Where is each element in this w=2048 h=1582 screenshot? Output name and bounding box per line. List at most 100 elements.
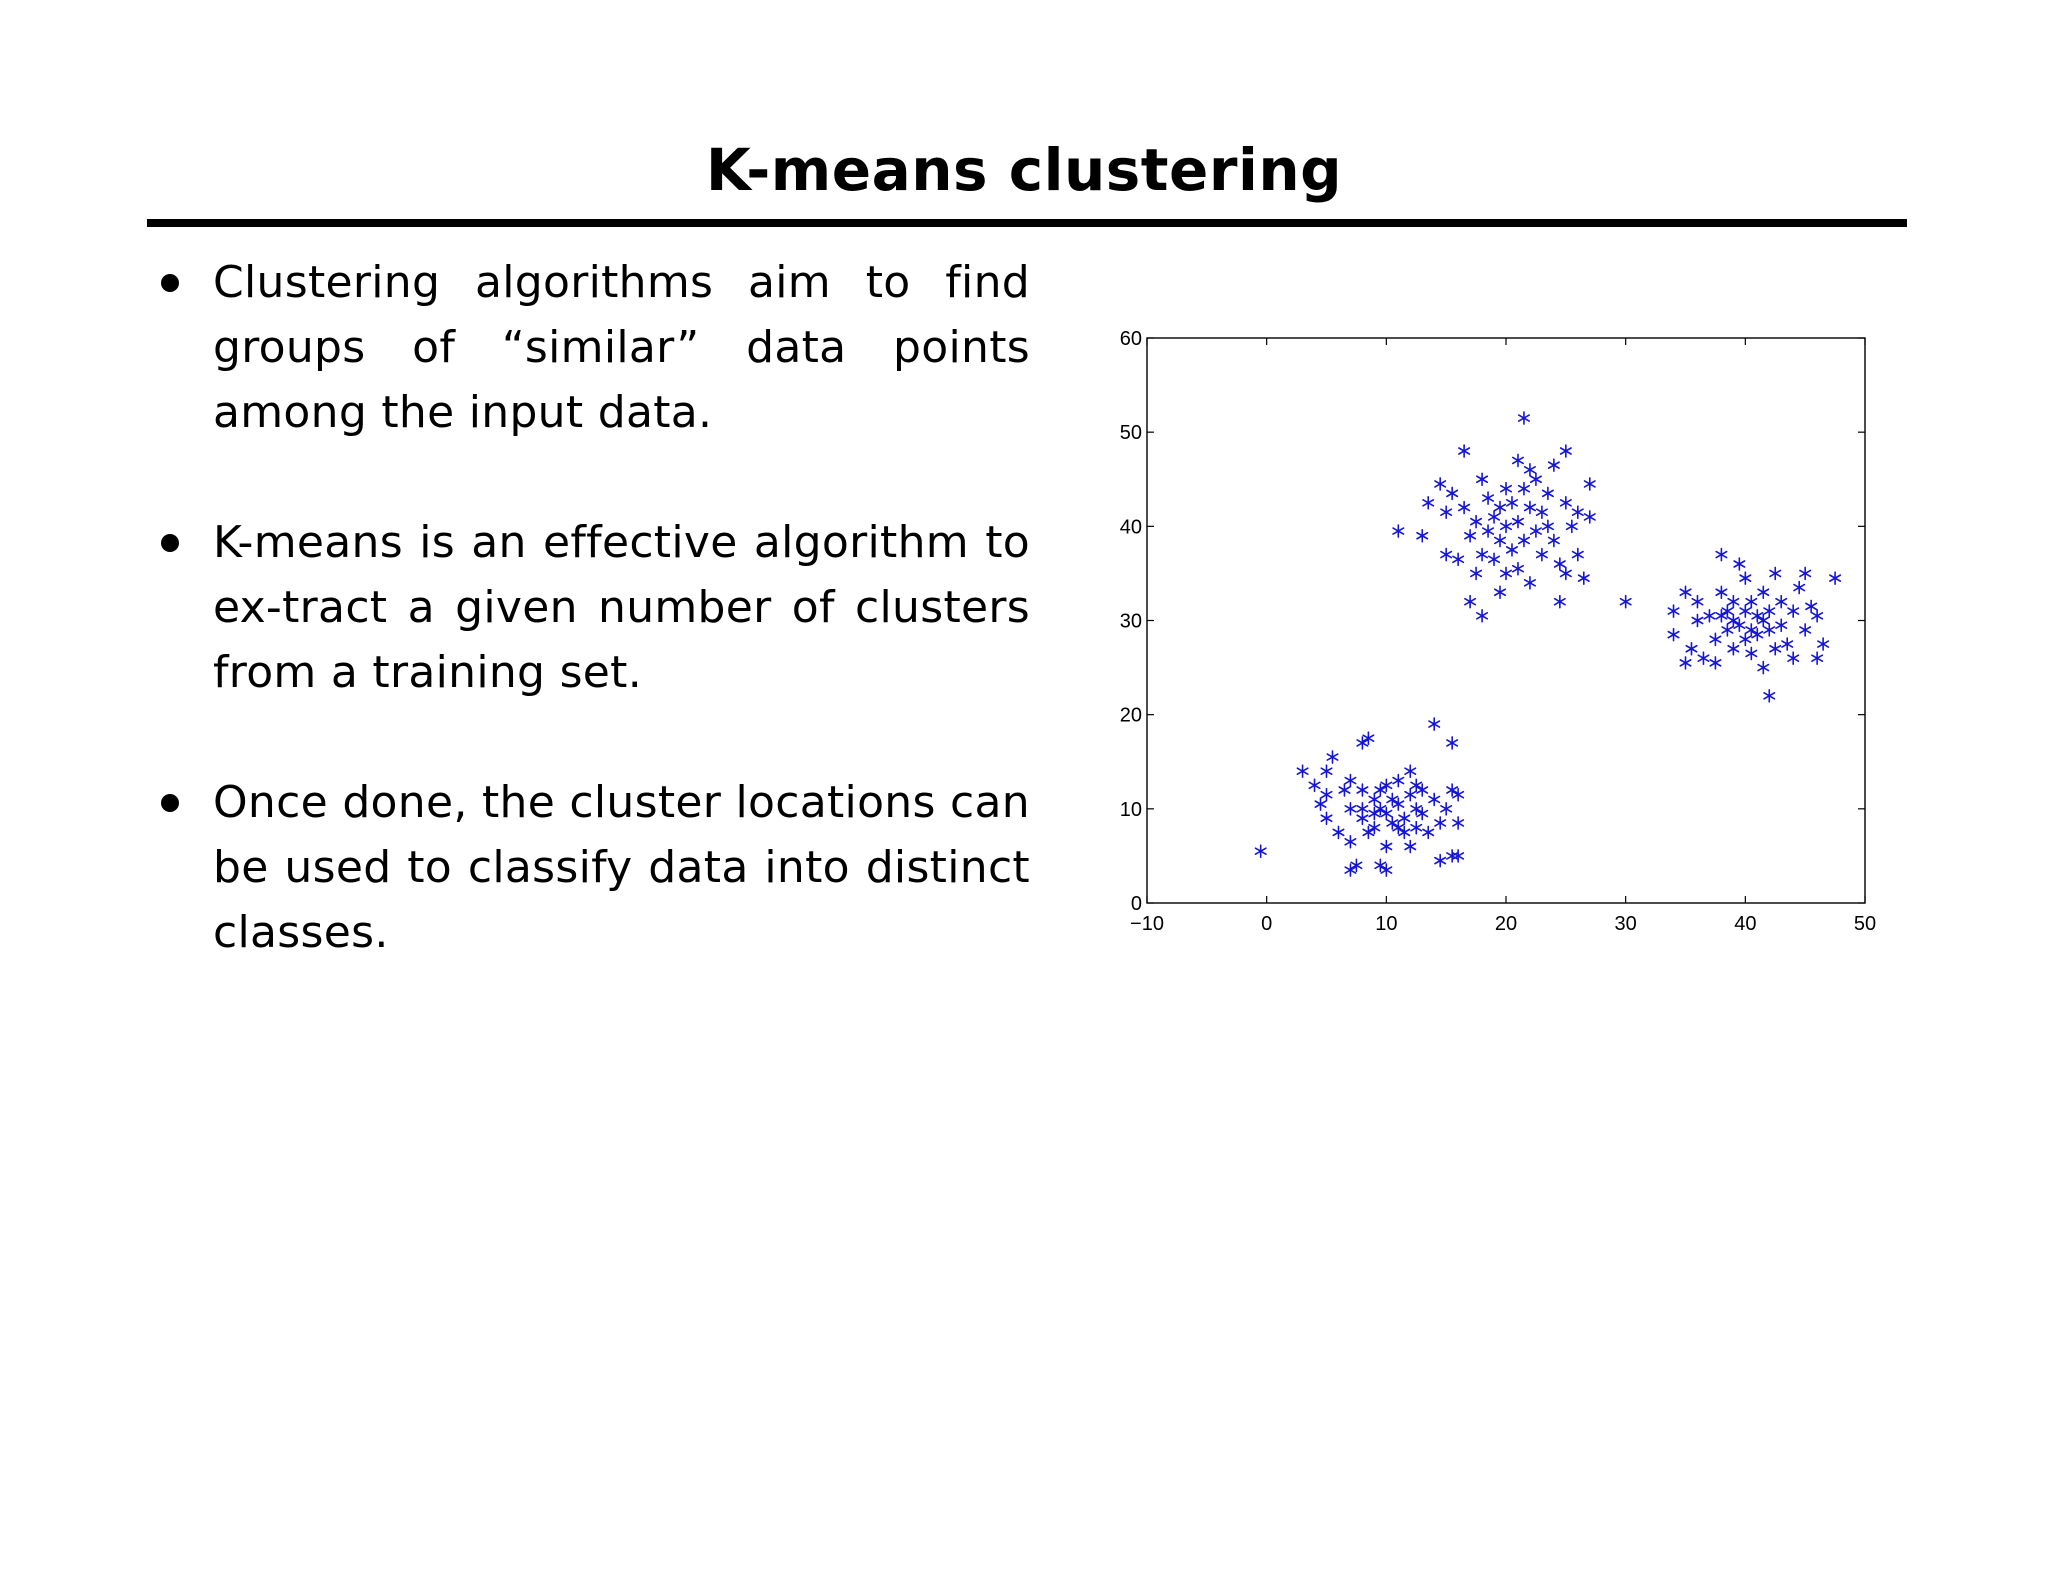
data-point: [1350, 858, 1363, 873]
data-point: [1757, 613, 1770, 628]
data-point: [1691, 594, 1704, 609]
data-point: [1523, 576, 1536, 590]
data-point: [1727, 594, 1740, 609]
data-point: [1541, 519, 1554, 534]
data-point: [1482, 491, 1495, 505]
bullet-list: Clustering algorithms aim to find groups…: [150, 250, 1030, 1030]
data-point: [1374, 858, 1387, 873]
data-point: [1356, 783, 1369, 797]
data-point: [1517, 481, 1530, 496]
data-point: [1428, 792, 1441, 807]
data-point: [1332, 825, 1345, 840]
data-point: [1667, 604, 1680, 618]
data-point: [1805, 599, 1818, 614]
data-point: [1745, 594, 1758, 609]
data-point: [1781, 637, 1794, 651]
y-tick-label: 50: [1120, 422, 1142, 444]
data-point: [1338, 783, 1351, 797]
data-point: [1679, 585, 1692, 600]
bullet-item: Once done, the cluster locations can be …: [150, 770, 1030, 965]
data-point: [1404, 787, 1417, 802]
data-point: [1464, 528, 1477, 543]
y-tick-label: 0: [1131, 893, 1142, 915]
data-point: [1440, 802, 1453, 816]
bullet-text: Clustering algorithms aim to find groups…: [213, 257, 1030, 438]
data-point: [1571, 505, 1584, 520]
data-point: [1715, 547, 1728, 562]
data-point: [1829, 571, 1842, 585]
data-point: [1380, 863, 1393, 877]
data-point: [1434, 816, 1447, 830]
data-point: [1296, 764, 1309, 778]
data-point: [1715, 608, 1728, 623]
data-point: [1745, 646, 1758, 661]
data-point: [1434, 853, 1447, 868]
data-point: [1763, 623, 1776, 637]
bullet-text: Once done, the cluster locations can be …: [213, 777, 1030, 958]
y-tick-label: 60: [1120, 328, 1142, 350]
data-point: [1523, 500, 1536, 515]
data-point: [1476, 547, 1489, 562]
data-point: [1715, 585, 1728, 600]
data-point: [1769, 641, 1782, 656]
data-point: [1380, 806, 1393, 821]
bullet-item: Clustering algorithms aim to find groups…: [150, 250, 1030, 445]
data-point: [1517, 533, 1530, 548]
data-point: [1799, 623, 1812, 637]
data-point: [1493, 500, 1507, 515]
x-tick-label: 40: [1734, 913, 1756, 935]
data-point: [1440, 547, 1453, 562]
data-point: [1446, 486, 1459, 501]
data-point: [1470, 566, 1483, 581]
data-point: [1386, 816, 1399, 830]
bullet-item: K-means is an effective algorithm to ex-…: [150, 510, 1030, 705]
data-point: [1493, 533, 1507, 548]
data-point: [1523, 463, 1536, 477]
data-point: [1410, 820, 1423, 835]
data-point: [1499, 519, 1513, 534]
data-point: [1739, 632, 1752, 647]
data-point: [1380, 778, 1393, 793]
data-point: [1511, 514, 1524, 529]
y-tick-label: 30: [1120, 611, 1142, 633]
data-point: [1392, 820, 1405, 835]
data-point: [1464, 594, 1477, 609]
data-point: [1344, 863, 1357, 877]
data-point: [1404, 764, 1417, 778]
data-point: [1398, 811, 1411, 826]
data-point: [1452, 849, 1465, 863]
data-point: [1703, 608, 1716, 623]
data-point: [1559, 566, 1572, 581]
data-point: [1356, 802, 1369, 816]
data-point: [1793, 580, 1806, 595]
data-point: [1763, 689, 1776, 703]
data-point: [1320, 787, 1333, 802]
data-point: [1547, 533, 1560, 548]
data-point: [1709, 656, 1722, 670]
data-point: [1679, 656, 1692, 670]
data-point: [1488, 552, 1501, 567]
bullet-dot-icon: [161, 274, 179, 292]
data-point: [1733, 557, 1746, 571]
data-point: [1751, 608, 1764, 623]
data-point: [1559, 495, 1572, 510]
bullet-text: K-means is an effective algorithm to ex-…: [213, 517, 1030, 698]
data-point: [1428, 717, 1441, 731]
x-tick-label: 0: [1261, 913, 1272, 935]
data-point: [1553, 594, 1566, 609]
data-point: [1709, 632, 1722, 647]
data-point: [1482, 524, 1495, 538]
y-tick-label: 20: [1120, 705, 1142, 727]
data-point: [1392, 797, 1405, 811]
data-point: [1476, 608, 1489, 623]
data-point: [1697, 651, 1710, 665]
data-point: [1499, 481, 1513, 496]
data-point: [1745, 623, 1758, 637]
data-point: [1452, 787, 1465, 802]
data-point: [1691, 613, 1704, 628]
data-point: [1583, 510, 1596, 524]
data-point: [1811, 651, 1824, 665]
data-point: [1529, 524, 1542, 538]
data-point: [1511, 561, 1524, 576]
